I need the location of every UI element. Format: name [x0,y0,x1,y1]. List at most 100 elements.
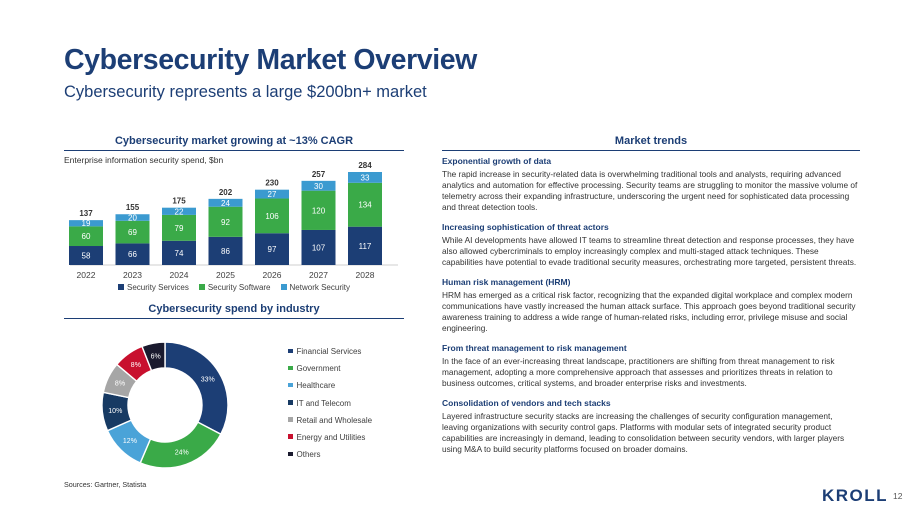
sources-note: Sources: Gartner, Statista [64,480,147,489]
bar-value-label: 20 [128,214,137,223]
x-tick-label: 2027 [309,270,328,280]
bar-value-label: 24 [221,199,230,208]
bar-chart-title-rule [64,150,404,151]
trend-body: In the face of an ever-increasing threat… [442,356,835,388]
bar-chart-title: Cybersecurity market growing at ~13% CAG… [114,135,354,147]
legend-item-healthcare: Healthcare [288,377,372,394]
bar-total-label: 202 [219,188,233,197]
bar-value-label: 69 [128,228,137,237]
bar-value-label: 27 [268,190,277,199]
donut-slice-label: 6% [151,353,161,360]
bar-value-label: 58 [82,252,91,261]
bar-chart-note: Enterprise information security spend, $… [64,155,224,165]
bar-total-label: 137 [79,209,93,218]
trend-item: Exponential growth of data The rapid incr… [442,155,860,213]
legend-item-retail-and-wholesale: Retail and Wholesale [288,412,372,429]
donut-slice-others [141,341,166,372]
trend-heading: Consolidation of vendors and tech stacks [442,398,611,408]
bar-segment-security-software [255,198,289,234]
donut-chart-title: Cybersecurity spend by industry [148,303,320,315]
trend-body: HRM has emerged as a critical risk facto… [442,290,856,333]
donut-slice-financial-services [164,341,229,436]
trend-body: Layered infrastructure security stacks a… [442,411,845,454]
legend-swatch [288,348,293,353]
bar-segment-security-services [115,243,150,265]
legend-label: Healthcare [296,381,336,391]
bar-value-label: 19 [82,219,91,228]
bar-segment-security-software [208,206,243,237]
donut-slice-government [139,421,222,469]
bar-value-label: 22 [175,207,184,216]
x-tick-label: 2022 [77,270,96,280]
market-trends-title: Market trends [614,135,688,147]
page-number: 12 [893,491,903,501]
bar-value-label: 134 [358,201,372,210]
market-trends-title-rule [442,150,860,151]
kroll-logo: KROLL [822,486,889,505]
bar-segment-security-services [162,240,196,265]
legend-label: IT and Telecom [296,398,351,408]
donut-chart-title-rule [64,318,404,319]
donut-chart-legend: Financial Services Government Healthcare IT… [288,343,372,463]
legend-swatch [288,400,293,405]
bar-segment-network-security [301,180,336,191]
bar-segment-security-services [208,236,243,265]
x-tick-label: 2025 [216,270,235,280]
donut-slice-label: 8% [131,362,141,369]
bar-total-label: 175 [172,197,186,206]
legend-item-energy-and-utilities: Energy and Utilities [288,429,372,446]
bar-segment-security-software [162,214,196,241]
legend-swatch [288,417,293,422]
legend-swatch [118,284,125,290]
bar-total-label: 257 [312,170,326,179]
trend-heading: From threat management to risk managemen… [442,343,627,353]
bar-value-label: 79 [175,224,184,233]
bar-segment-security-services [69,246,103,265]
bar-total-label: 230 [265,179,279,188]
bar-value-label: 30 [314,182,323,191]
donut-chart: 33% 24% 12% 10% 8% 8% 6% [101,341,229,469]
bar-segment-security-services [255,233,289,265]
donut-slice-label: 12% [123,438,137,445]
bar-value-label: 92 [221,218,230,227]
bar-segment-security-software [301,190,336,230]
legend-label: Security Services [127,283,189,292]
legend-swatch [288,365,293,371]
legend-item-security-software: Security Software [198,283,271,292]
bar-value-label: 120 [312,206,326,215]
page-subtitle: Cybersecurity represents a large $200bn+… [64,83,427,101]
bar-segment-security-software [69,226,103,247]
legend-label: Network Security [289,283,350,292]
legend-swatch [288,434,293,439]
bar-segment-network-security [208,198,243,207]
legend-item-financial-services: Financial Services [288,343,372,360]
legend-item-others: Others [288,446,372,463]
trend-body: While AI developments have allowed IT te… [442,235,857,267]
x-tick-label: 2023 [123,270,142,280]
bar-segment-network-security [162,207,196,215]
bar-segment-security-software [348,182,382,227]
trend-item: From threat management to risk managemen… [442,342,860,389]
x-tick-label: 2024 [170,270,189,280]
legend-item-network-security: Network Security [280,283,350,292]
trend-heading: Increasing sophistication of threat acto… [442,222,609,232]
trend-item: Human risk management (HRM) HRM has emerg… [442,276,860,334]
bar-value-label: 66 [128,250,137,259]
trend-item: Increasing sophistication of threat acto… [442,221,860,268]
bar-value-label: 107 [312,243,326,252]
legend-swatch [280,284,287,290]
legend-label: Retail and Wholesale [296,415,373,425]
bar-segment-security-services [301,229,336,265]
bar-segment-network-security [255,189,289,199]
trend-item: Consolidation of vendors and tech stacks… [442,397,860,455]
bar-total-label: 155 [126,203,140,212]
legend-swatch [198,284,205,290]
trend-heading: Exponential growth of data [442,156,552,166]
donut-slice-label: 33% [201,377,215,384]
bar-value-label: 97 [268,245,277,254]
donut-slice-label: 24% [175,450,189,457]
bar-value-label: 74 [175,249,184,258]
trend-heading: Human risk management (HRM) [442,277,571,287]
bar-segment-network-security [348,172,382,183]
